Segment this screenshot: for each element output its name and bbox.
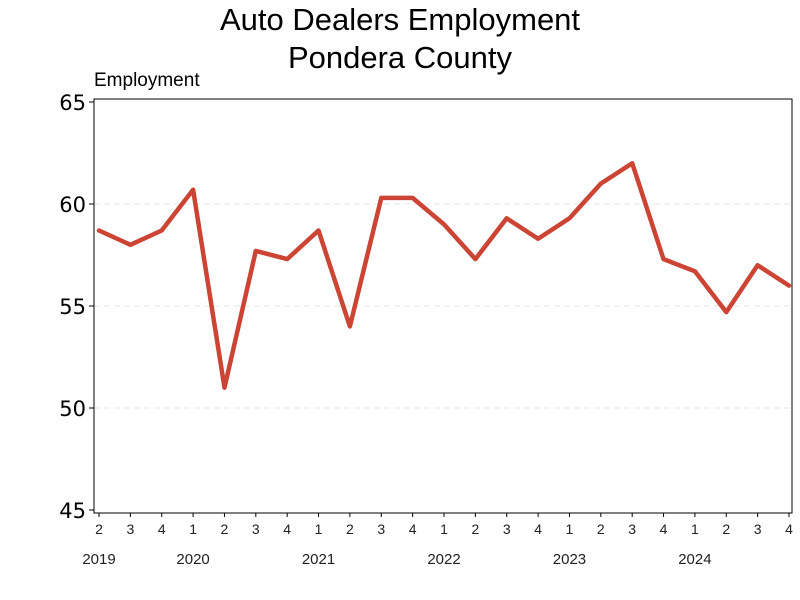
data-point bbox=[693, 269, 697, 273]
y-tick-label: 65 bbox=[59, 91, 86, 115]
x-tick-label: 3 bbox=[754, 521, 762, 537]
data-point bbox=[599, 182, 603, 186]
data-point bbox=[756, 263, 760, 267]
x-tick-label: 2 bbox=[722, 521, 730, 537]
x-tick-label: 1 bbox=[440, 521, 448, 537]
x-tick-label: 4 bbox=[660, 521, 668, 537]
x-tick-label: 1 bbox=[691, 521, 699, 537]
year-label: 2021 bbox=[302, 551, 335, 568]
y-tick-label: 45 bbox=[59, 499, 86, 523]
data-point bbox=[317, 229, 321, 233]
gridlines bbox=[94, 203, 792, 409]
data-point bbox=[348, 324, 352, 328]
data-point bbox=[505, 216, 509, 220]
data-point bbox=[630, 161, 634, 165]
year-label: 2022 bbox=[427, 551, 460, 568]
data-point bbox=[128, 243, 132, 247]
year-label: 2023 bbox=[553, 551, 586, 568]
y-tick-label: 55 bbox=[59, 295, 86, 319]
y-tick-label: 60 bbox=[59, 193, 86, 217]
series-group bbox=[96, 160, 792, 390]
data-point bbox=[97, 229, 101, 233]
data-point bbox=[222, 386, 226, 390]
x-tick-label: 1 bbox=[315, 521, 323, 537]
data-point bbox=[442, 222, 446, 226]
data-point bbox=[191, 188, 195, 192]
x-tick-label: 4 bbox=[283, 521, 291, 537]
y-tick-label: 50 bbox=[59, 397, 86, 421]
x-tick-label: 2 bbox=[95, 521, 103, 537]
data-point bbox=[254, 249, 258, 253]
x-tick-label: 4 bbox=[534, 521, 542, 537]
x-tick-label: 3 bbox=[377, 521, 385, 537]
x-tick-label: 4 bbox=[785, 521, 793, 537]
chart-title-line-1: Auto Dealers Employment bbox=[220, 2, 580, 37]
data-point bbox=[567, 216, 571, 220]
x-axis-ticks: 2 3 4 1 2 3 4 1 2 3 4 1 2 3 4 1 2 3 4 1 2 3 4 bbox=[95, 513, 793, 537]
x-tick-label: 3 bbox=[252, 521, 260, 537]
y-axis-label: Employment bbox=[94, 70, 200, 91]
year-label: 2024 bbox=[678, 551, 711, 568]
series-line-employment bbox=[96, 160, 792, 390]
x-tick-label: 1 bbox=[189, 521, 197, 537]
data-point bbox=[379, 196, 383, 200]
year-label: 2019 bbox=[82, 551, 115, 568]
data-point bbox=[411, 196, 415, 200]
year-label: 2020 bbox=[176, 551, 209, 568]
data-point bbox=[473, 257, 477, 261]
x-tick-label: 3 bbox=[503, 521, 511, 537]
data-point bbox=[536, 237, 540, 241]
x-tick-label: 2 bbox=[597, 521, 605, 537]
year-labels: 2019 2020 2021 2022 2023 2024 bbox=[82, 551, 711, 568]
data-point bbox=[160, 229, 164, 233]
x-tick-label: 1 bbox=[566, 521, 574, 537]
x-tick-label: 2 bbox=[346, 521, 354, 537]
data-point bbox=[787, 284, 791, 288]
x-tick-label: 4 bbox=[158, 521, 166, 537]
y-axis-ticks: 45 50 55 60 65 bbox=[59, 91, 94, 523]
x-tick-label: 3 bbox=[126, 521, 134, 537]
data-point bbox=[285, 257, 289, 261]
data-point bbox=[662, 257, 666, 261]
x-tick-label: 3 bbox=[628, 521, 636, 537]
chart-title-line-2: Pondera County bbox=[288, 40, 513, 75]
x-tick-label: 2 bbox=[471, 521, 479, 537]
x-tick-label: 2 bbox=[221, 521, 229, 537]
x-tick-label: 4 bbox=[409, 521, 417, 537]
data-point bbox=[724, 310, 728, 314]
